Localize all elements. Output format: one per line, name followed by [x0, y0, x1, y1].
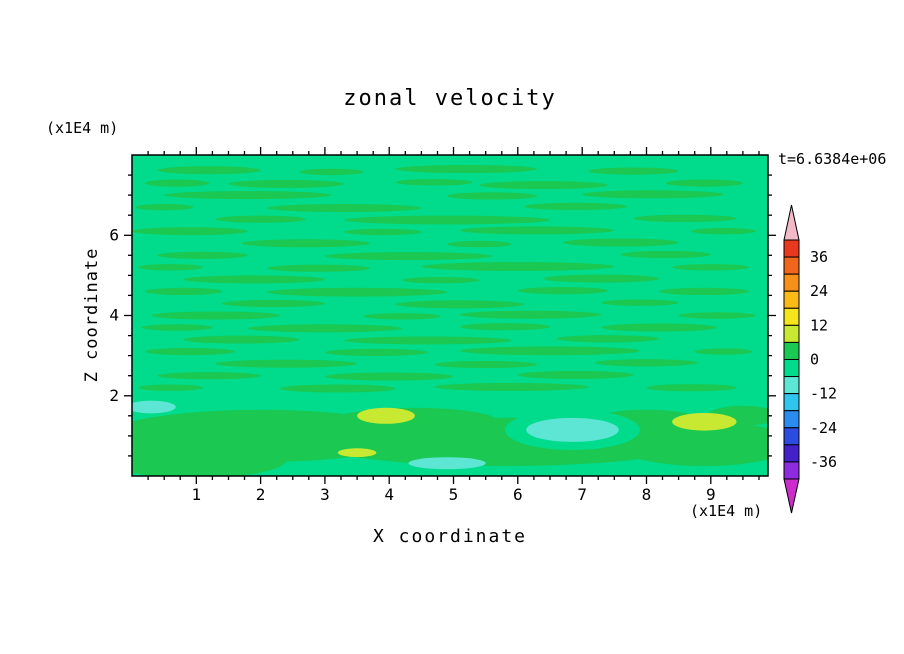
x-axis-label: X coordinate	[372, 526, 528, 547]
y-axis-label: Z coordinate	[82, 247, 102, 383]
x-tick-label: 2	[256, 485, 266, 504]
time-label: t=6.6384e+06	[778, 150, 887, 168]
colorbar-top-arrow	[783, 204, 800, 241]
x-tick-label: 1	[191, 485, 201, 504]
x-axis-unit: (x1E4 m)	[690, 502, 763, 520]
colorbar-label: -24	[810, 419, 837, 437]
plot-title: zonal velocity	[343, 86, 557, 111]
x-tick-label: 5	[449, 485, 459, 504]
colorbar-label: 12	[810, 316, 828, 334]
x-tick-label: 6	[513, 485, 523, 504]
tick-labels: 1 2 3 4 5 6 7 8 9 2 4 6	[109, 225, 715, 504]
x-tick-label: 7	[577, 485, 587, 504]
x-tick-label: 9	[706, 485, 716, 504]
plot-frame	[131, 154, 769, 477]
colorbar: 36 24 12 0 -12 -24 -36	[783, 204, 837, 514]
colorbar-bar	[783, 204, 800, 514]
x-tick-label: 8	[642, 485, 652, 504]
colorbar-label: -36	[810, 453, 837, 471]
colorbar-label: 36	[810, 248, 828, 266]
x-tick-label: 4	[384, 485, 394, 504]
contour-field	[132, 155, 768, 476]
y-tick-label: 2	[109, 386, 119, 405]
colorbar-labels: 36 24 12 0 -12 -24 -36	[810, 248, 837, 471]
y-axis-unit: (x1E4 m)	[46, 119, 119, 137]
y-tick-label: 6	[109, 225, 119, 244]
colorbar-label: 24	[810, 282, 828, 300]
colorbar-bottom-arrow	[783, 478, 800, 514]
colorbar-label: -12	[810, 385, 837, 403]
colorbar-label: 0	[810, 351, 819, 369]
y-tick-label: 4	[109, 306, 119, 325]
x-tick-label: 3	[320, 485, 330, 504]
contour-plot: 1 2 3 4 5 6 7 8 9 2 4 6	[109, 147, 776, 504]
